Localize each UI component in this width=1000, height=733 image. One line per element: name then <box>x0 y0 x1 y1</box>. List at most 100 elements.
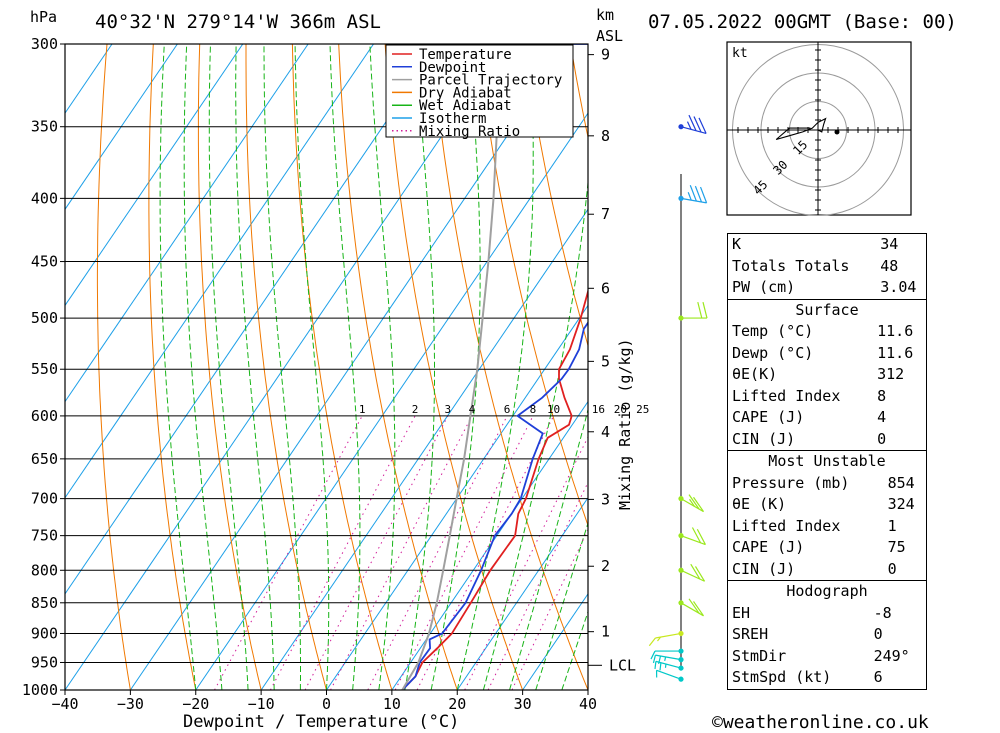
index-row: CAPE (J) 75 <box>728 537 927 559</box>
pressure-tick-label: 750 <box>31 527 58 545</box>
km-unit-label: km <box>596 6 614 24</box>
index-value: 6 <box>873 668 883 686</box>
mixing-ratio-label: 20 <box>614 403 627 416</box>
legend-entry: Wet Adiabat <box>419 98 512 114</box>
index-row: Temp (°C) 11.6 <box>728 321 927 343</box>
index-value: 11.6 <box>877 322 914 340</box>
index-label: SREH <box>732 625 769 643</box>
wet-adiabat-line <box>294 44 330 690</box>
wind-barb-half-feather <box>664 656 667 661</box>
isotherm-line <box>456 496 588 690</box>
index-value: -8 <box>873 603 892 622</box>
index-label: StmSpd (kt) <box>732 668 832 686</box>
index-value: 312 <box>877 365 905 383</box>
index-value: 8 <box>877 386 887 405</box>
height-tick-label: 3 <box>601 490 610 508</box>
index-value: 324 <box>887 495 915 513</box>
wet-adiabat-line <box>329 44 361 690</box>
index-label: θE (K) <box>732 495 787 513</box>
wind-barb-shaft <box>680 602 704 617</box>
index-value: 3.04 <box>880 278 917 296</box>
wind-barb-shaft <box>680 197 707 204</box>
wind-barb-shaft <box>655 660 682 669</box>
location-title: 40°32'N 279°14'W 366m ASL <box>95 11 381 33</box>
index-label: Dewp (°C) <box>732 343 814 362</box>
index-row: CIN (J) 0 <box>728 559 927 581</box>
wind-barb-shaft <box>680 569 705 582</box>
pressure-tick-label: 500 <box>31 309 58 327</box>
pressure-tick-label: 950 <box>31 653 58 671</box>
index-value: 34 <box>880 235 899 253</box>
wind-level-dot <box>678 630 684 637</box>
mixing-ratio-line <box>330 415 473 690</box>
isotherm-line <box>65 44 309 403</box>
index-label: θE(K) <box>732 365 778 383</box>
index-label: Lifted Index <box>732 516 841 535</box>
wind-barb-feather <box>652 654 656 664</box>
height-tick-label: 8 <box>601 127 610 145</box>
index-row: Dewp (°C) 11.6 <box>728 343 927 365</box>
wind-barb-feather <box>690 563 701 580</box>
dry-adiabat-line <box>430 44 588 690</box>
wind-barb-feather <box>693 496 705 512</box>
mixing-ratio-line <box>304 415 449 690</box>
temperature-tick-label: −30 <box>117 695 144 713</box>
wind-barb-feather <box>688 494 700 510</box>
wet-adiabat-line <box>509 407 588 690</box>
wind-level-dot <box>678 676 684 682</box>
index-row: K 34 <box>728 234 927 256</box>
dry-adiabat-line <box>245 44 327 690</box>
mixing-ratio-label: 3 <box>445 403 452 416</box>
isotherm-line <box>65 44 178 211</box>
pressure-tick-label: 300 <box>31 35 58 53</box>
dry-adiabat-line <box>197 44 262 690</box>
wind-level-dot <box>678 315 684 321</box>
stability-indices-panel: K 34 Totals Totals 48 PW (cm) 3.04 Surface Tem… <box>727 233 927 690</box>
wind-barb-feather <box>658 655 662 664</box>
mixing-ratio-label: 1 <box>359 403 366 416</box>
index-value: 854 <box>887 473 915 492</box>
legend-entry: Mixing Ratio <box>419 124 520 140</box>
series-parcel-trajectory <box>401 44 501 690</box>
wind-barb-half-feather <box>689 498 696 507</box>
pressure-tick-label: 1000 <box>22 681 58 699</box>
mixing-ratio-axis-label: Mixing Ratio (g/kg) <box>616 338 634 510</box>
pressure-tick-label: 350 <box>31 118 58 136</box>
index-value: 48 <box>880 256 899 275</box>
series-dewpoint <box>401 44 588 690</box>
mixing-ratio-line <box>394 415 534 690</box>
height-tick-label: 7 <box>601 205 610 223</box>
legend-entry: Temperature <box>419 47 512 63</box>
hodograph-unit-label: kt <box>732 46 748 61</box>
index-label: CAPE (J) <box>732 408 805 426</box>
mixing-ratio-label: 25 <box>636 403 649 416</box>
wet-adiabat-line <box>159 44 197 690</box>
index-label: Pressure (mb) <box>732 473 850 492</box>
height-tick-label: 6 <box>601 279 610 297</box>
index-row: StmDir 249° <box>728 646 927 668</box>
wind-level-dot <box>678 567 684 573</box>
temperature-tick-label: −20 <box>182 695 209 713</box>
wind-barb-shaft <box>655 654 682 661</box>
hodograph-table: Hodograph EH -8 SREH 0 StmDir 249° StmSpd (kt) 6 <box>727 581 927 690</box>
index-label: Totals Totals <box>732 256 850 275</box>
wind-barb-shaft <box>680 126 707 135</box>
wind-barb-feather <box>688 598 700 614</box>
wind-barb-half-feather <box>657 636 661 642</box>
pressure-tick-label: 700 <box>31 490 58 508</box>
mixing-ratio-label: 8 <box>530 403 537 416</box>
wind-barb-feather <box>689 185 697 202</box>
temperature-tick-label: 40 <box>579 695 597 713</box>
index-value: 0 <box>873 625 883 643</box>
temperature-tick-label: −10 <box>248 695 275 713</box>
wet-adiabat-line <box>263 44 301 690</box>
wind-level-dot <box>678 600 684 606</box>
wind-barb-shaft <box>680 535 706 546</box>
index-row: PW (cm) 3.04 <box>728 277 927 299</box>
wind-barb-half-feather <box>687 192 692 201</box>
temperature-tick-label: 10 <box>383 695 401 713</box>
height-tick-label: 2 <box>601 557 610 575</box>
height-tick-label: 5 <box>601 352 610 370</box>
pressure-unit-label: hPa <box>30 8 57 26</box>
